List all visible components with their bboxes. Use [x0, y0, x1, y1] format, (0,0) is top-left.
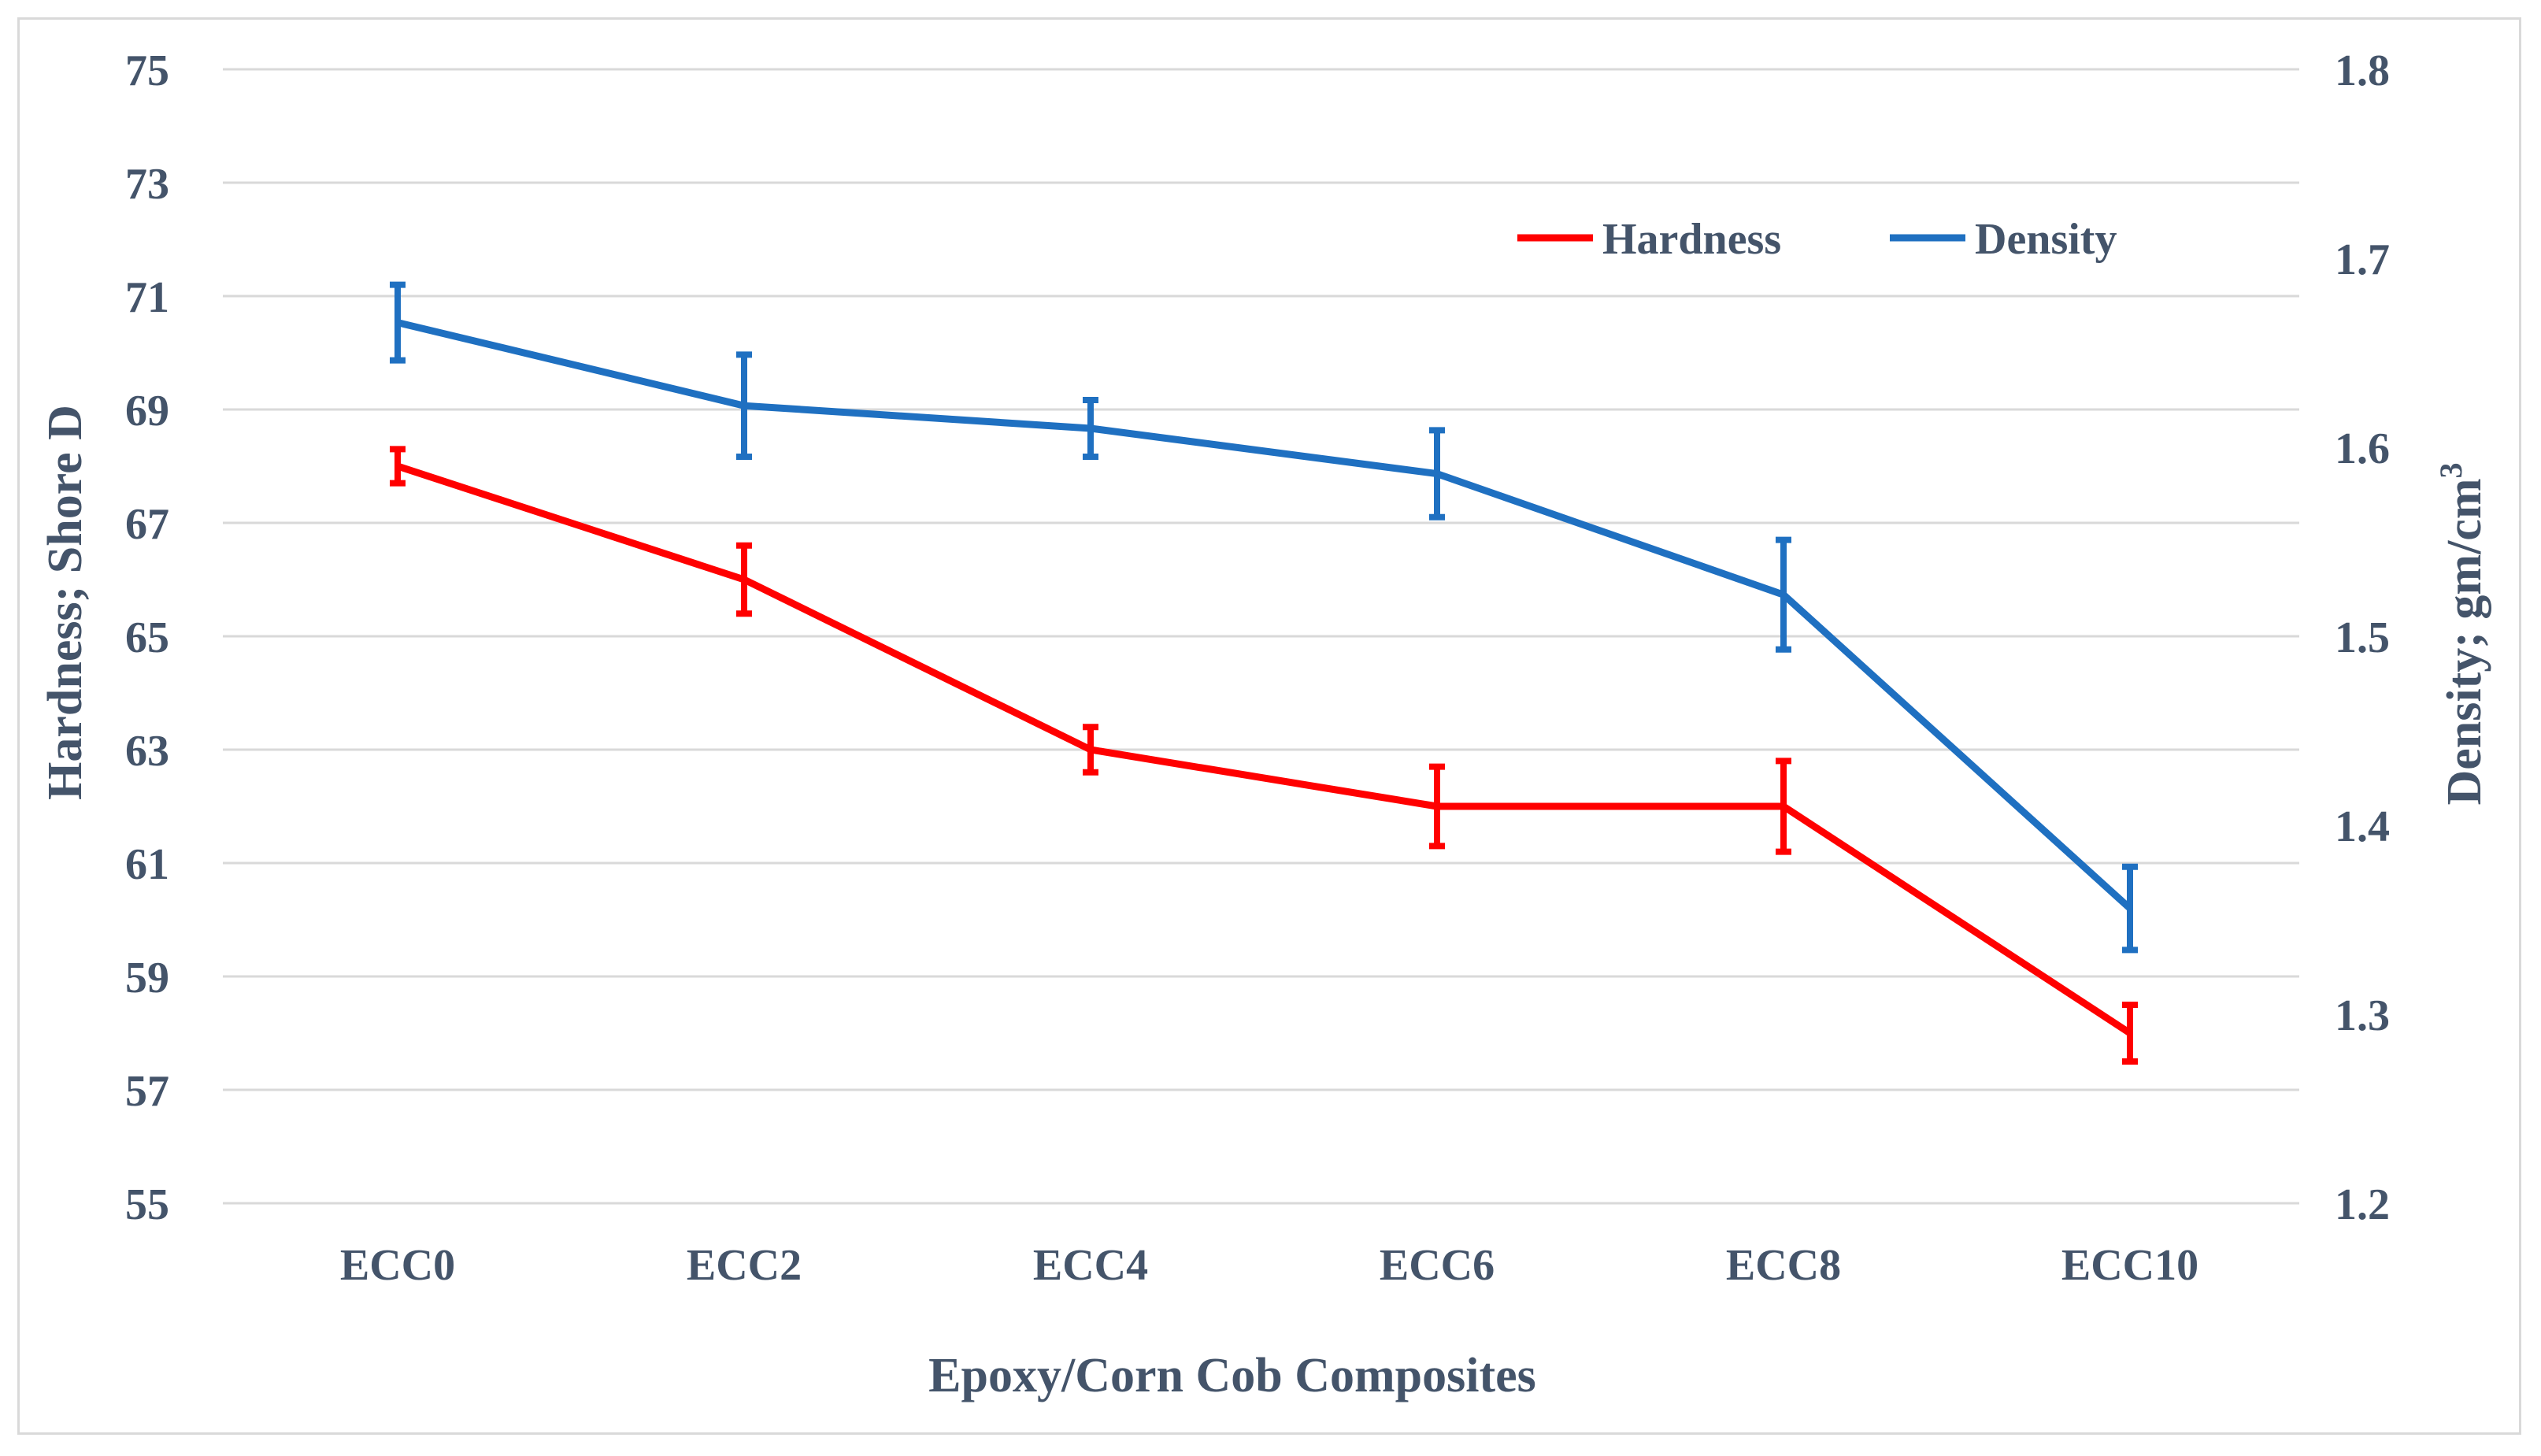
y-tick-label: 55 — [125, 1180, 169, 1229]
y-tick-label: 73 — [125, 160, 169, 209]
error-bar-density — [1776, 536, 1791, 653]
y-tick-label: 67 — [125, 500, 169, 549]
x-tick-label: ECC6 — [1380, 1241, 1495, 1290]
y-tick-label: 75 — [125, 46, 169, 95]
error-bar-density — [390, 281, 406, 364]
legend-label-hardness: Hardness — [1602, 215, 1781, 264]
y2-axis-label-superscript: 3 — [2433, 463, 2469, 479]
x-tick-label: ECC10 — [2061, 1241, 2198, 1290]
y-tick-label: 71 — [125, 273, 169, 322]
y-axis-label: Hardness; Shore D — [39, 405, 92, 800]
series-line-density — [396, 319, 2133, 911]
y2-tick-label: 1.7 — [2335, 235, 2390, 284]
y2-tick-label: 1.8 — [2335, 46, 2390, 95]
y-tick-label: 59 — [125, 954, 169, 1002]
y-tick-label: 65 — [125, 613, 169, 662]
legend-label-density: Density — [1975, 215, 2117, 264]
x-tick-label: ECC8 — [1726, 1241, 1841, 1290]
y2-axis-label: Density; gm/cm3 — [2433, 463, 2491, 806]
error-bar-hardness — [736, 542, 752, 617]
error-bar-hardness — [1083, 724, 1098, 776]
error-bar-density — [736, 351, 752, 460]
x-tick-label: ECC4 — [1033, 1241, 1148, 1290]
series-layer — [390, 281, 2138, 1065]
y2-tick-label: 1.5 — [2335, 613, 2390, 662]
series-line-hardness — [396, 462, 2132, 1036]
y2-tick-labels: 1.2 1.3 1.4 1.5 1.6 1.7 1.8 — [2335, 46, 2390, 1229]
y2-tick-label: 1.3 — [2335, 991, 2390, 1040]
y-tick-label: 57 — [125, 1067, 169, 1116]
x-tick-label: ECC0 — [340, 1241, 455, 1290]
x-axis-label: Epoxy/Corn Cob Composites — [928, 1349, 1536, 1402]
error-bar-density — [1429, 427, 1445, 521]
y2-tick-label: 1.6 — [2335, 424, 2390, 473]
y-tick-label: 63 — [125, 727, 169, 776]
error-bar-hardness — [1776, 758, 1791, 855]
chart-frame: 55 57 59 61 63 65 67 69 71 73 75 1.2 1.3 1.4 1.5 1.6 1.… — [17, 17, 2521, 1435]
y-tick-labels: 55 57 59 61 63 65 67 69 71 73 75 — [125, 46, 169, 1229]
y-tick-label: 61 — [125, 840, 169, 889]
error-bar-density — [2122, 863, 2138, 954]
x-tick-labels: ECC0 ECC2 ECC4 ECC6 ECC8 ECC10 — [340, 1241, 2198, 1290]
y2-axis-label-main: Density; gm/cm — [2438, 479, 2491, 806]
y-tick-label: 69 — [125, 387, 169, 435]
error-bar-density — [1083, 397, 1098, 460]
error-bar-hardness — [390, 446, 406, 487]
legend: Hardness Density — [1517, 215, 2117, 264]
y2-tick-label: 1.2 — [2335, 1180, 2390, 1229]
error-bar-hardness — [2122, 1002, 2138, 1065]
x-tick-label: ECC2 — [687, 1241, 802, 1290]
y2-tick-label: 1.4 — [2335, 802, 2390, 851]
error-bar-hardness — [1429, 763, 1445, 850]
